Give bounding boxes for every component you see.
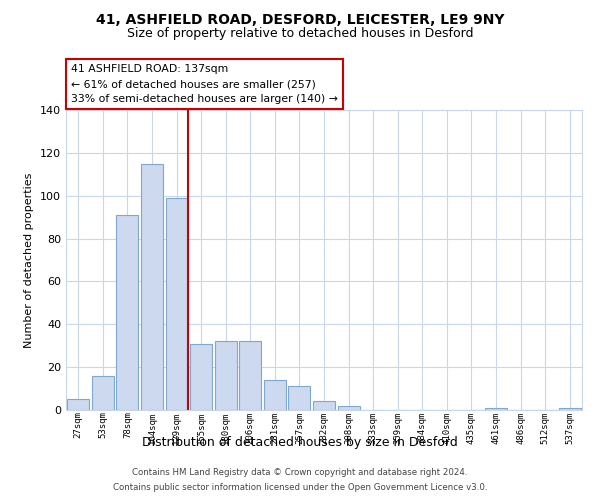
Text: Distribution of detached houses by size in Desford: Distribution of detached houses by size … xyxy=(142,436,458,449)
Bar xyxy=(239,342,262,410)
Bar xyxy=(485,408,507,410)
Bar xyxy=(338,406,359,410)
Bar xyxy=(141,164,163,410)
Bar xyxy=(215,342,237,410)
Text: 41 ASHFIELD ROAD: 137sqm
← 61% of detached houses are smaller (257)
33% of semi-: 41 ASHFIELD ROAD: 137sqm ← 61% of detach… xyxy=(71,64,338,104)
Bar xyxy=(166,198,188,410)
Bar xyxy=(67,400,89,410)
Text: Contains public sector information licensed under the Open Government Licence v3: Contains public sector information licen… xyxy=(113,483,487,492)
Text: Contains HM Land Registry data © Crown copyright and database right 2024.: Contains HM Land Registry data © Crown c… xyxy=(132,468,468,477)
Bar xyxy=(289,386,310,410)
Bar xyxy=(190,344,212,410)
Bar xyxy=(313,402,335,410)
Bar xyxy=(92,376,114,410)
Bar xyxy=(116,215,139,410)
Bar xyxy=(264,380,286,410)
Text: Size of property relative to detached houses in Desford: Size of property relative to detached ho… xyxy=(127,28,473,40)
Bar xyxy=(559,408,581,410)
Y-axis label: Number of detached properties: Number of detached properties xyxy=(25,172,34,348)
Text: 41, ASHFIELD ROAD, DESFORD, LEICESTER, LE9 9NY: 41, ASHFIELD ROAD, DESFORD, LEICESTER, L… xyxy=(96,12,504,26)
